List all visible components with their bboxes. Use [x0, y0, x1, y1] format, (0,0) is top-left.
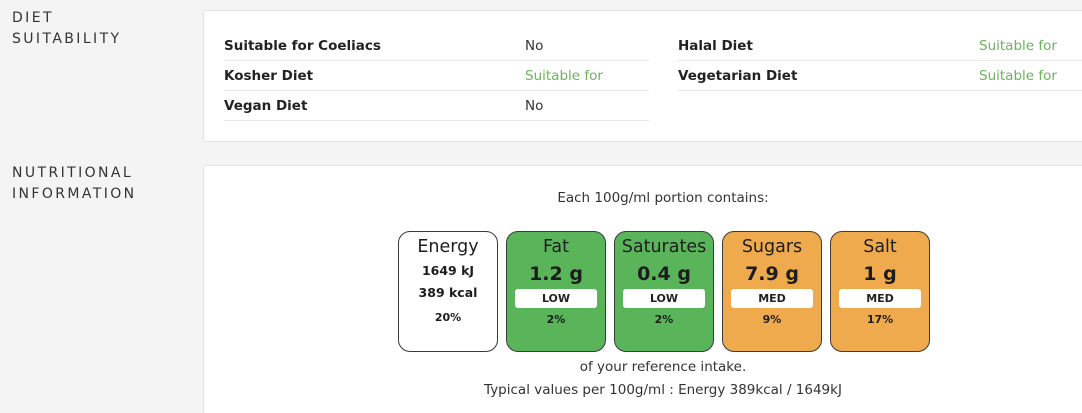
nutrition-section-title-line1: NUTRITIONAL: [12, 165, 134, 181]
fat-label: Fat: [542, 237, 570, 257]
diet-row-value: No: [525, 38, 544, 54]
saturates-amount: 0.4 g: [637, 263, 691, 285]
nutrition-section-title-line2: INFORMATION: [12, 186, 137, 202]
nutrition-section-title: NUTRITIONAL INFORMATION: [12, 163, 137, 205]
salt-amount: 1 g: [863, 263, 897, 285]
sugars-percent: 9%: [762, 313, 782, 326]
sugars-level: MED: [731, 289, 813, 308]
diet-row-name: Vegan Diet: [224, 98, 308, 114]
energy-tile: Energy 1649 kJ 389 kcal 20%: [398, 231, 498, 352]
reference-intake-text: of your reference intake.: [579, 359, 747, 375]
diet-row-coeliacs: Suitable for Coeliacs No: [224, 31, 649, 61]
diet-section-title-line1: DIET: [12, 10, 54, 26]
salt-level: MED: [839, 289, 921, 308]
saturates-percent: 2%: [654, 313, 674, 326]
diet-row-kosher: Kosher Diet Suitable for: [224, 61, 649, 91]
diet-section-title: DIET SUITABILITY: [12, 8, 121, 50]
diet-row-value: Suitable for: [979, 68, 1057, 84]
sugars-tile: Sugars 7.9 g MED 9%: [722, 231, 822, 352]
fat-tile: Fat 1.2 g LOW 2%: [506, 231, 606, 352]
diet-row-value: Suitable for: [525, 68, 603, 84]
energy-kj: 1649 kJ: [421, 263, 475, 278]
diet-row-name: Halal Diet: [678, 38, 753, 54]
typical-values-text: Typical values per 100g/ml : Energy 389k…: [484, 382, 842, 398]
saturates-level: LOW: [623, 289, 705, 308]
diet-row-name: Vegetarian Diet: [678, 68, 798, 84]
energy-label: Energy: [417, 237, 479, 257]
salt-tile: Salt 1 g MED 17%: [830, 231, 930, 352]
saturates-label: Saturates: [621, 237, 707, 257]
saturates-tile: Saturates 0.4 g LOW 2%: [614, 231, 714, 352]
diet-section-title-line2: SUITABILITY: [12, 31, 122, 47]
diet-card: Suitable for Coeliacs No Kosher Diet Sui…: [203, 10, 1082, 142]
diet-row-vegan: Vegan Diet No: [224, 91, 649, 121]
fat-amount: 1.2 g: [529, 263, 583, 285]
diet-row-halal: Halal Diet Suitable for: [678, 31, 1082, 61]
diet-row-name: Suitable for Coeliacs: [224, 38, 381, 54]
fat-level: LOW: [515, 289, 597, 308]
sugars-label: Sugars: [741, 237, 803, 257]
sugars-amount: 7.9 g: [745, 263, 799, 285]
salt-label: Salt: [863, 237, 897, 257]
portion-text: Each 100g/ml portion contains:: [557, 190, 769, 206]
diet-row-value: Suitable for: [979, 38, 1057, 54]
energy-percent: 20%: [434, 311, 462, 324]
diet-row-vegetarian: Vegetarian Diet Suitable for: [678, 61, 1082, 91]
salt-percent: 17%: [866, 313, 894, 326]
diet-row-value: No: [525, 98, 544, 114]
diet-row-name: Kosher Diet: [224, 68, 314, 84]
nutrition-card: Each 100g/ml portion contains: Energy 16…: [203, 165, 1082, 413]
energy-kcal: 389 kcal: [418, 285, 478, 300]
fat-percent: 2%: [546, 313, 566, 326]
